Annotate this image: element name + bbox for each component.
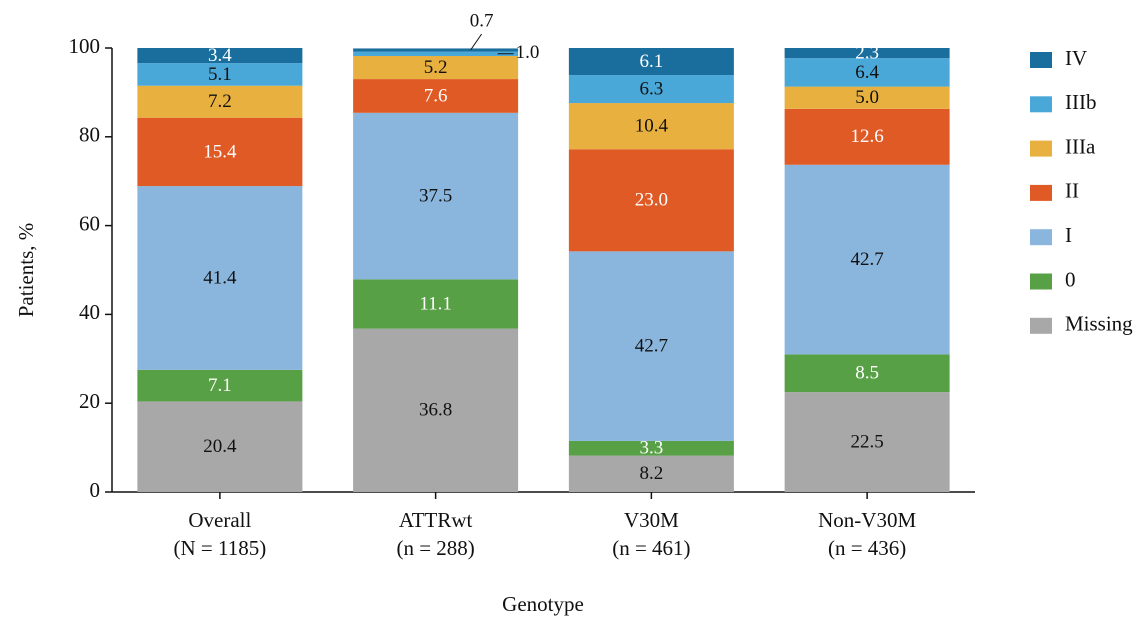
legend-label: I <box>1065 223 1072 247</box>
bar-segment <box>137 48 303 64</box>
bar-segment <box>353 79 519 113</box>
y-tick-label: 100 <box>69 34 101 58</box>
data-label: 7.6 <box>424 85 448 106</box>
data-label: 0.7 <box>470 10 494 31</box>
x-tick-count: (N = 1185) <box>174 536 267 560</box>
x-tick-count: (n = 461) <box>612 536 690 560</box>
bar-segment <box>784 354 950 393</box>
y-tick-label: 20 <box>79 389 100 413</box>
x-tick-count: (n = 288) <box>396 536 474 560</box>
legend-swatch <box>1030 273 1052 290</box>
data-label: 36.8 <box>419 400 452 421</box>
legend-label: Missing <box>1065 312 1133 336</box>
legend-label: II <box>1065 179 1079 203</box>
bar-segment <box>353 112 519 280</box>
data-label: 3.3 <box>640 438 664 459</box>
y-tick-label: 60 <box>79 211 100 235</box>
bar-segment <box>568 251 734 441</box>
bar-segment <box>137 63 303 86</box>
data-label: 2.3 <box>855 42 879 63</box>
legend-swatch <box>1030 229 1052 246</box>
bar-segment <box>137 186 303 370</box>
bar-segment <box>568 440 734 456</box>
legend-swatch <box>1030 184 1052 201</box>
data-label: 37.5 <box>419 185 452 206</box>
data-label: 5.2 <box>424 57 448 78</box>
data-label: 42.7 <box>851 249 884 270</box>
x-tick-label: Overall <box>188 508 251 532</box>
bar-segment <box>568 103 734 150</box>
data-label: 6.3 <box>640 78 664 99</box>
bar-segment <box>784 58 950 87</box>
bar-segment <box>784 392 950 492</box>
bar-segment <box>568 149 734 252</box>
bar-segment <box>353 328 519 492</box>
data-label: 7.2 <box>208 91 232 112</box>
bar-segment <box>137 117 303 187</box>
bar-segment <box>784 48 950 59</box>
y-tick-label: 0 <box>90 478 101 502</box>
data-label: 12.6 <box>851 126 884 147</box>
data-label: 15.4 <box>203 141 237 162</box>
legend-label: IIIb <box>1065 90 1096 114</box>
bar-segment <box>353 55 519 80</box>
bar-segment <box>784 108 950 165</box>
bar-segment <box>353 279 519 329</box>
legend-label: 0 <box>1065 267 1076 291</box>
data-label: 6.4 <box>855 62 879 83</box>
bar-segment <box>137 85 303 118</box>
bar-segment <box>137 401 303 492</box>
y-tick-label: 40 <box>79 300 100 324</box>
bar-segment <box>568 75 734 104</box>
x-tick-label: ATTRwt <box>399 508 473 532</box>
data-label: 8.2 <box>640 463 664 484</box>
legend-swatch <box>1030 96 1052 113</box>
data-label: 11.1 <box>419 293 452 314</box>
x-tick-label: Non-V30M <box>818 508 916 532</box>
data-label: 10.4 <box>635 116 669 137</box>
data-label: 1.0 <box>516 42 540 63</box>
data-label: 5.0 <box>855 87 879 108</box>
legend-label: IV <box>1065 46 1087 70</box>
data-label: 5.1 <box>208 64 232 85</box>
data-label: 8.5 <box>855 363 879 384</box>
data-label: 6.1 <box>640 51 664 72</box>
data-label: 23.0 <box>635 190 668 211</box>
x-axis-label: Genotype <box>502 592 584 616</box>
callout-line <box>470 33 483 51</box>
data-label: 42.7 <box>635 336 668 357</box>
legend-swatch <box>1030 52 1052 68</box>
data-label: 41.4 <box>203 267 237 288</box>
x-tick-count: (n = 436) <box>828 536 906 560</box>
legend-swatch <box>1030 317 1052 334</box>
bar-segment <box>137 369 303 402</box>
data-label: 3.4 <box>208 45 232 66</box>
legend-label: IIIa <box>1065 134 1096 158</box>
bar-segment <box>353 48 519 52</box>
data-label: 7.1 <box>208 375 232 396</box>
bar-segment <box>568 455 734 492</box>
x-tick-label: V30M <box>624 508 679 532</box>
legend-swatch <box>1030 140 1052 157</box>
bar-segment <box>784 86 950 109</box>
bar-segment <box>353 51 519 56</box>
bar-segment <box>568 48 734 76</box>
y-axis-label: Patients, % <box>14 223 38 318</box>
y-tick-label: 80 <box>79 123 100 147</box>
data-label: 20.4 <box>203 436 237 457</box>
data-label: 22.5 <box>851 431 884 452</box>
bar-segment <box>784 164 950 355</box>
